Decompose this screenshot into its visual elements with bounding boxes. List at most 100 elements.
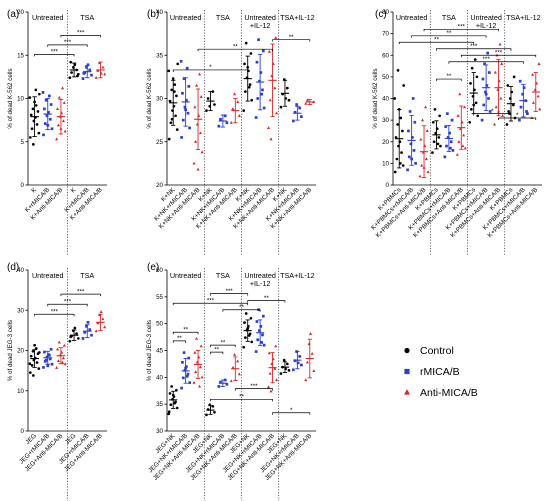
significance-bracket — [436, 78, 462, 82]
data-point — [173, 83, 177, 87]
group-label: TSA+IL-12 — [506, 13, 541, 22]
data-point — [198, 365, 202, 369]
data-point — [61, 356, 65, 360]
significance-label: * — [209, 64, 212, 71]
data-point — [198, 131, 202, 135]
data-point — [310, 351, 314, 355]
data-point — [75, 332, 78, 335]
legend-label: Control — [420, 345, 454, 357]
significance-bracket — [247, 300, 286, 303]
significance-bracket — [272, 412, 311, 415]
data-point — [101, 317, 105, 321]
group-label: TSA — [216, 271, 230, 280]
data-point — [199, 344, 203, 348]
data-point — [63, 129, 67, 133]
data-point — [180, 386, 183, 390]
y-tick-label: 40 — [156, 374, 163, 381]
significance-bracket — [172, 331, 199, 335]
data-point — [37, 367, 41, 370]
data-point — [500, 62, 504, 65]
significance-label: ** — [239, 304, 244, 311]
data-point — [475, 75, 479, 79]
data-point — [68, 76, 72, 80]
significance-bracket — [423, 28, 499, 32]
data-point — [431, 151, 434, 154]
data-point — [194, 83, 199, 87]
x-tick-label: K — [70, 186, 78, 194]
data-point — [304, 101, 308, 105]
data-point — [90, 73, 93, 77]
data-point — [256, 97, 260, 100]
data-point — [259, 325, 263, 328]
data-point — [167, 137, 171, 141]
data-point — [244, 312, 248, 315]
data-point — [486, 51, 490, 55]
significance-label: *** — [64, 298, 72, 305]
y-tick-label: 20 — [17, 348, 24, 355]
chart-panel: (e) % of dead JEG-3 cells 30 35 40 45 50 55 60 Un… — [146, 262, 316, 501]
data-point — [55, 107, 60, 110]
data-point — [470, 66, 474, 70]
data-point — [193, 105, 197, 109]
data-point — [285, 362, 289, 366]
data-point — [498, 42, 502, 46]
data-point — [198, 384, 202, 388]
data-point — [444, 125, 448, 128]
data-point — [29, 354, 33, 358]
data-point — [62, 343, 66, 347]
data-point — [167, 410, 171, 414]
data-point — [193, 350, 197, 354]
y-tick-label: 5 — [21, 139, 25, 146]
data-point — [260, 92, 264, 96]
data-point — [292, 119, 295, 123]
data-point — [175, 388, 178, 392]
data-point — [400, 151, 403, 154]
y-tick-label: 40 — [17, 267, 24, 274]
data-point — [28, 96, 32, 99]
data-point — [56, 123, 60, 127]
data-point — [445, 112, 449, 115]
data-point — [298, 106, 302, 110]
significance-bracket — [34, 54, 75, 57]
data-point — [43, 350, 46, 354]
data-point — [85, 325, 88, 328]
data-point — [187, 356, 191, 360]
significance-bracket — [448, 61, 524, 64]
data-point — [518, 118, 521, 122]
data-point — [257, 38, 260, 42]
data-point — [186, 372, 190, 376]
data-point — [61, 119, 65, 123]
data-point — [211, 90, 215, 93]
data-point — [55, 347, 60, 351]
data-point — [186, 111, 190, 115]
y-tick-label: 10 — [382, 160, 389, 167]
data-point — [205, 413, 208, 417]
data-point — [536, 94, 540, 98]
data-point — [167, 412, 171, 416]
y-axis-label: % of dead K-562 cells — [372, 68, 379, 128]
data-point — [432, 140, 436, 144]
significance-bracket — [60, 293, 101, 297]
data-point — [48, 353, 51, 357]
significance-label: * — [290, 407, 293, 414]
data-point — [192, 161, 196, 165]
data-point — [462, 105, 467, 109]
data-point — [45, 355, 49, 359]
data-point — [402, 84, 406, 87]
significance-bracket — [210, 293, 249, 296]
data-point — [181, 91, 184, 95]
y-tick-label: 30 — [17, 307, 24, 314]
data-point — [33, 343, 36, 347]
data-point — [217, 124, 221, 128]
data-point — [243, 336, 247, 339]
data-point — [88, 328, 92, 331]
data-point — [500, 114, 505, 117]
data-point — [49, 103, 53, 106]
data-point — [305, 98, 309, 102]
data-point — [438, 114, 441, 118]
data-point — [56, 359, 60, 363]
data-point — [473, 58, 477, 61]
data-point — [69, 335, 73, 339]
data-point — [225, 382, 229, 386]
data-point — [55, 366, 59, 369]
